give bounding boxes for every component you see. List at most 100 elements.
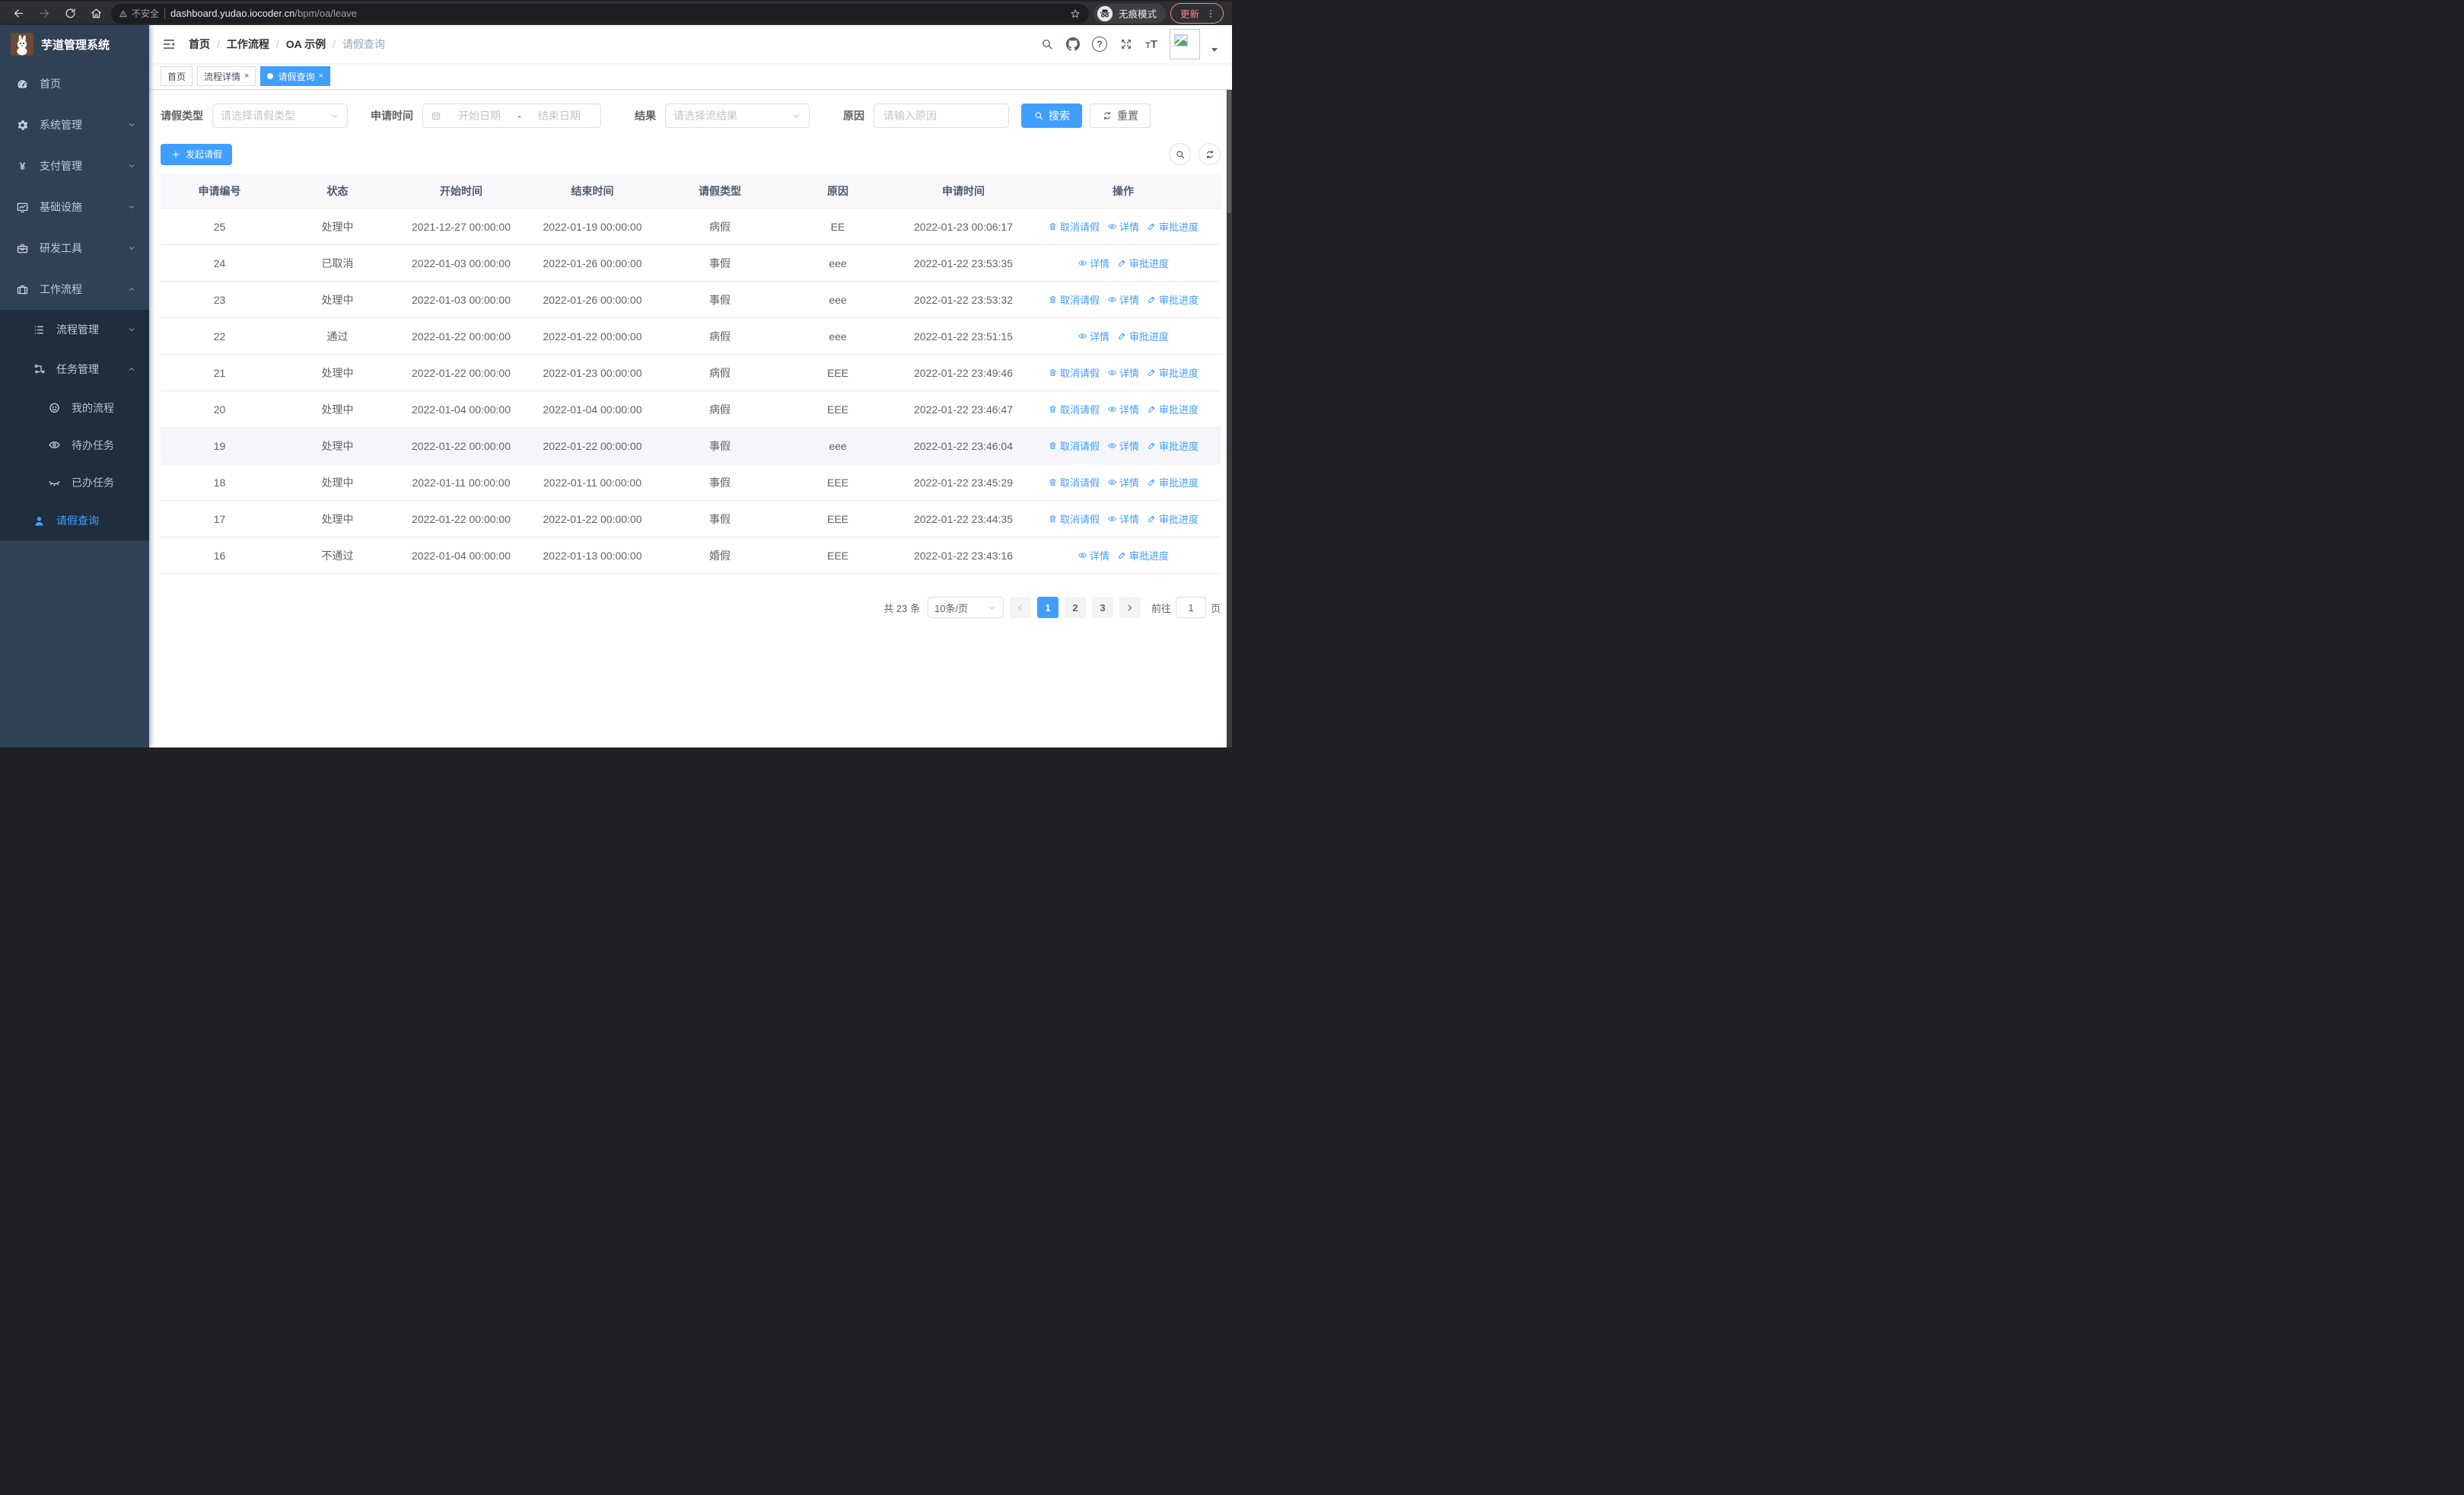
search-icon[interactable] [1040, 37, 1054, 51]
security-warning[interactable]: 不安全 [119, 7, 159, 20]
approval-progress-link[interactable]: 审批进度 [1147, 438, 1199, 453]
next-page-button[interactable] [1119, 597, 1141, 618]
menu-dots-icon[interactable] [1205, 8, 1216, 19]
browser-home-button[interactable] [85, 3, 107, 24]
browser-reload-button[interactable] [59, 3, 81, 24]
cell-actions: 详情 审批进度 [1032, 548, 1214, 563]
browser-forward-button[interactable] [33, 3, 55, 24]
eye-icon [1078, 258, 1087, 268]
sidebar-collapse-button[interactable] [160, 37, 183, 52]
flow-icon [32, 363, 46, 376]
tab-process-detail[interactable]: 流程详情 × [197, 66, 256, 86]
apply-time-range-picker[interactable]: - [422, 104, 601, 128]
prev-page-button[interactable] [1009, 597, 1031, 618]
sidebar-item-my-process[interactable]: 我的流程 [0, 389, 149, 426]
detail-link[interactable]: 详情 [1107, 512, 1139, 526]
cancel-leave-link[interactable]: 取消请假 [1048, 475, 1100, 489]
page-button-1[interactable]: 1 [1036, 597, 1059, 618]
sidebar-item-system-mgmt[interactable]: 系统管理 [0, 104, 149, 145]
show-search-toggle-button[interactable] [1169, 143, 1191, 165]
goto-page-input[interactable] [1175, 597, 1206, 618]
browser-back-button[interactable] [8, 3, 29, 24]
tab-leave-query[interactable]: 请假查询 × [260, 66, 330, 86]
detail-link[interactable]: 详情 [1107, 402, 1139, 416]
breadcrumb-item[interactable]: OA 示例 [285, 38, 326, 50]
cell-actions: 取消请假 详情 审批进度 [1032, 475, 1214, 489]
chevron-down-icon [987, 603, 997, 613]
detail-link[interactable]: 详情 [1107, 292, 1139, 307]
approval-progress-link[interactable]: 审批进度 [1147, 292, 1199, 307]
sidebar-item-process-mgmt[interactable]: 流程管理 [0, 310, 149, 349]
cancel-leave-link[interactable]: 取消请假 [1048, 292, 1100, 307]
page-button-2[interactable]: 2 [1064, 597, 1086, 618]
detail-link[interactable]: 详情 [1078, 256, 1109, 270]
github-icon[interactable] [1066, 37, 1081, 51]
detail-link[interactable]: 详情 [1107, 475, 1139, 489]
breadcrumb-item[interactable]: 工作流程 [226, 38, 269, 50]
caret-down-icon[interactable] [1208, 32, 1221, 56]
approval-progress-link[interactable]: 审批进度 [1147, 365, 1199, 380]
arrow-right-icon [1125, 603, 1135, 613]
address-bar[interactable]: 不安全 dashboard.yudao.iocoder.cn/bpm/oa/le… [111, 3, 1089, 24]
page-scrollbar[interactable] [1227, 25, 1232, 748]
detail-link[interactable]: 详情 [1107, 365, 1139, 380]
scrollbar-thumb[interactable] [1227, 25, 1231, 213]
detail-link[interactable]: 详情 [1107, 438, 1139, 453]
sidebar-item-home[interactable]: 首页 [0, 63, 149, 104]
approval-progress-link[interactable]: 审批进度 [1147, 512, 1199, 526]
font-size-icon[interactable]: TT [1145, 37, 1157, 51]
browser-window: 不安全 dashboard.yudao.iocoder.cn/bpm/oa/le… [0, 0, 1232, 748]
leave-type-select[interactable]: 请选择请假类型 [212, 104, 348, 128]
sidebar-item-leave-query[interactable]: 请假查询 [0, 501, 149, 540]
reason-label: 原因 [843, 110, 864, 122]
approval-progress-link[interactable]: 审批进度 [1117, 548, 1169, 563]
cancel-leave-link[interactable]: 取消请假 [1048, 402, 1100, 416]
sidebar-item-workflow[interactable]: 工作流程 [0, 269, 149, 310]
url-text: dashboard.yudao.iocoder.cn/bpm/oa/leave [170, 8, 358, 19]
approval-progress-link[interactable]: 审批进度 [1117, 329, 1169, 343]
close-icon[interactable]: × [318, 71, 323, 81]
reset-button[interactable]: 重置 [1090, 104, 1151, 128]
help-icon[interactable]: ? [1092, 37, 1108, 52]
cancel-leave-link[interactable]: 取消请假 [1048, 219, 1100, 234]
result-select[interactable]: 请选择流结果 [665, 104, 810, 128]
refresh-table-button[interactable] [1199, 143, 1221, 165]
sidebar-item-infrastructure[interactable]: 基础设施 [0, 186, 149, 228]
create-leave-button[interactable]: 发起请假 [161, 143, 233, 165]
detail-link[interactable]: 详情 [1107, 219, 1139, 234]
page-size-select[interactable]: 10条/页 [927, 597, 1004, 618]
close-icon[interactable]: × [244, 71, 250, 81]
reason-input[interactable] [882, 109, 1001, 123]
bookmark-star-icon[interactable] [1069, 8, 1081, 20]
cell-reason: EEE [826, 549, 848, 562]
trash-icon [1048, 368, 1058, 378]
cancel-leave-link[interactable]: 取消请假 [1048, 365, 1100, 380]
browser-update-button[interactable]: 更新 [1170, 3, 1224, 24]
sidebar-item-dev-tools[interactable]: 研发工具 [0, 228, 149, 269]
tab-home[interactable]: 首页 [161, 66, 193, 86]
avatar[interactable] [1170, 29, 1200, 59]
approval-progress-link[interactable]: 审批进度 [1117, 256, 1169, 270]
approval-progress-link[interactable]: 审批进度 [1147, 219, 1199, 234]
sidebar-item-todo-tasks[interactable]: 待办任务 [0, 426, 149, 464]
approval-progress-link[interactable]: 审批进度 [1147, 402, 1199, 416]
sidebar-item-done-tasks[interactable]: 已办任务 [0, 464, 149, 501]
detail-link[interactable]: 详情 [1078, 329, 1109, 343]
sidebar-item-task-mgmt[interactable]: 任务管理 [0, 349, 149, 389]
approval-progress-link[interactable]: 审批进度 [1147, 475, 1199, 489]
sidebar-item-payment-mgmt[interactable]: ¥ 支付管理 [0, 145, 149, 186]
reason-field[interactable] [874, 104, 1009, 128]
cell-leave_type: 事假 [709, 476, 731, 489]
end-date-input[interactable] [525, 109, 594, 123]
page-button-3[interactable]: 3 [1091, 597, 1113, 618]
cell-reason: EEE [826, 366, 848, 379]
start-date-input[interactable] [446, 109, 514, 123]
detail-link[interactable]: 详情 [1078, 548, 1109, 563]
edit-icon [1117, 550, 1127, 560]
column-header: 申请时间 [942, 185, 985, 197]
cancel-leave-link[interactable]: 取消请假 [1048, 438, 1100, 453]
cancel-leave-link[interactable]: 取消请假 [1048, 512, 1100, 526]
fullscreen-icon[interactable] [1119, 37, 1133, 51]
search-button[interactable]: 搜索 [1021, 104, 1082, 128]
breadcrumb-item[interactable]: 首页 [189, 38, 210, 50]
